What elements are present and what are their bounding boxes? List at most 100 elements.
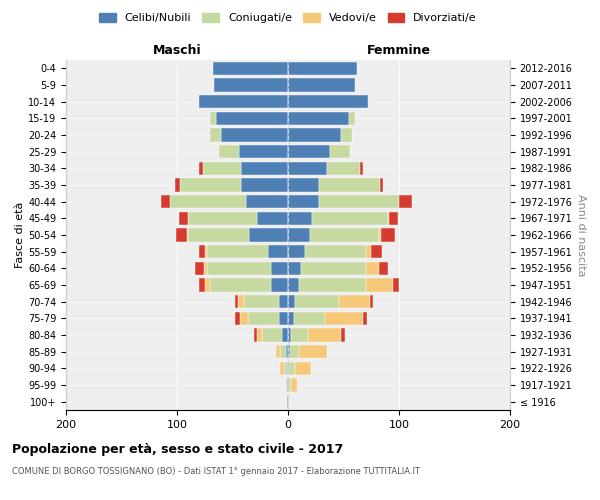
Y-axis label: Anni di nascita: Anni di nascita [577,194,586,276]
Bar [199,278,205,291]
Bar [203,162,241,175]
Bar [288,295,295,308]
Bar [210,128,221,141]
Bar [288,62,357,75]
Bar [380,178,383,192]
Bar [290,345,299,358]
Bar [299,345,327,358]
Bar [288,328,292,342]
Bar [366,278,394,291]
Bar [181,178,241,192]
Bar [195,262,203,275]
Bar [364,312,367,325]
Bar [288,395,289,408]
Text: Maschi: Maschi [152,44,202,57]
Bar [388,212,389,225]
Y-axis label: Fasce di età: Fasce di età [15,202,25,268]
Bar [319,178,380,192]
Bar [394,278,399,291]
Bar [170,195,246,208]
Bar [283,328,288,342]
Bar [310,228,379,241]
Bar [239,145,288,158]
Bar [210,112,216,125]
Bar [241,162,288,175]
Bar [379,262,388,275]
Bar [279,295,288,308]
Bar [288,245,305,258]
Bar [379,228,381,241]
Bar [214,78,288,92]
Bar [389,212,398,225]
Bar [325,312,364,325]
Bar [238,295,244,308]
Bar [240,312,248,325]
Bar [287,395,288,408]
Bar [207,262,271,275]
Bar [366,262,379,275]
Bar [292,328,308,342]
Text: COMUNE DI BORGO TOSSIGNANO (BO) - Dati ISTAT 1° gennaio 2017 - Elaborazione TUTT: COMUNE DI BORGO TOSSIGNANO (BO) - Dati I… [12,468,420,476]
Bar [211,278,271,291]
Bar [366,245,371,258]
Bar [221,128,288,141]
Bar [305,245,366,258]
Bar [381,228,395,241]
Bar [244,295,279,308]
Bar [246,195,288,208]
Bar [279,312,288,325]
Bar [271,262,288,275]
Bar [349,112,355,125]
Bar [257,328,262,342]
Bar [288,162,327,175]
Bar [289,378,292,392]
Bar [308,328,341,342]
Bar [212,62,288,75]
Bar [288,228,310,241]
Bar [295,362,311,375]
Bar [288,312,293,325]
Bar [235,295,238,308]
Bar [288,345,290,358]
Bar [287,362,288,375]
Bar [288,278,299,291]
Bar [205,278,211,291]
Bar [203,262,207,275]
Bar [295,295,339,308]
Bar [341,128,352,141]
Bar [257,212,288,225]
Bar [284,362,287,375]
Bar [187,228,188,241]
Text: Femmine: Femmine [367,44,431,57]
Bar [288,262,301,275]
Bar [254,328,257,342]
Bar [288,95,368,108]
Bar [179,212,188,225]
Bar [287,378,288,392]
Bar [288,212,313,225]
Bar [249,228,288,241]
Bar [241,178,288,192]
Bar [262,328,283,342]
Legend: Celibi/Nubili, Coniugati/e, Vedovi/e, Divorziati/e: Celibi/Nubili, Coniugati/e, Vedovi/e, Di… [95,8,481,28]
Bar [288,378,289,392]
Bar [288,195,319,208]
Bar [280,362,284,375]
Bar [271,278,288,291]
Bar [199,245,205,258]
Bar [330,145,350,158]
Bar [199,162,203,175]
Bar [292,378,297,392]
Bar [219,145,239,158]
Bar [288,362,289,375]
Bar [235,312,240,325]
Bar [339,295,370,308]
Bar [199,95,288,108]
Bar [293,312,325,325]
Bar [286,345,288,358]
Bar [286,378,287,392]
Bar [289,362,295,375]
Bar [205,245,207,258]
Bar [301,262,366,275]
Bar [399,195,412,208]
